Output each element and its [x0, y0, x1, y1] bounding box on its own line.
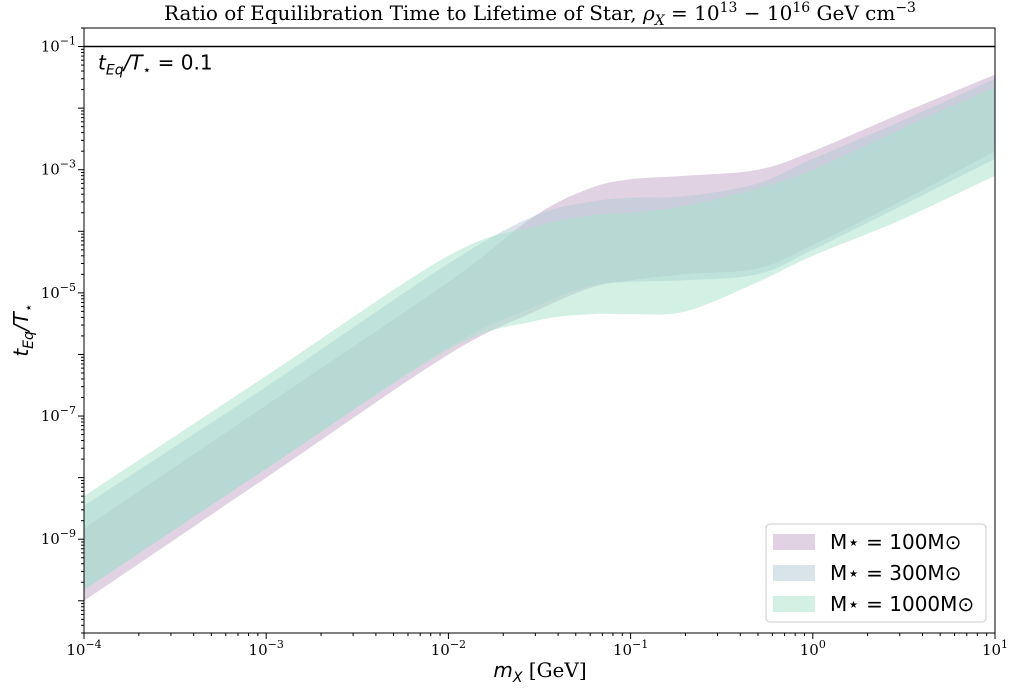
x-tick-label: 10−3 — [249, 638, 284, 659]
legend-label: M⋆ = 300M⊙ — [830, 561, 961, 585]
y-axis-ticks: 10−9 10−7 10−5 10−3 10−1 — [41, 27, 84, 634]
y-tick-label: 10−7 — [41, 404, 76, 425]
legend-swatch — [773, 565, 815, 581]
chart-title: Ratio of Equilibration Time to Lifetime … — [164, 0, 916, 29]
x-tick-label: 10−1 — [613, 638, 648, 659]
reference-line-label: tEq/T⋆ = 0.1 — [98, 51, 213, 79]
x-axis-ticks: 10−4 10−3 10−2 10−1 100 101 — [66, 633, 1008, 659]
y-axis-label: tEq/T⋆ — [9, 303, 37, 356]
y-tick-label: 10−1 — [41, 35, 76, 56]
y-tick-label: 10−5 — [41, 281, 76, 302]
x-tick-label: 100 — [800, 638, 826, 659]
plot-frame — [83, 27, 996, 634]
legend-swatch — [773, 596, 815, 612]
legend: M⋆ = 100M⊙ M⋆ = 300M⊙ M⋆ = 1000M⊙ — [765, 523, 987, 623]
x-axis-label: mX [GeV] — [493, 658, 586, 686]
legend-box — [765, 523, 987, 623]
legend-swatch — [773, 534, 815, 550]
x-tick-label: 101 — [982, 638, 1008, 659]
legend-label: M⋆ = 1000M⊙ — [830, 592, 974, 616]
x-tick-label: 10−2 — [431, 638, 466, 659]
band-series-3 — [84, 87, 995, 590]
series-bands — [84, 74, 995, 601]
y-tick-label: 10−3 — [41, 158, 76, 179]
y-tick-label: 10−9 — [41, 527, 76, 548]
x-tick-label: 10−4 — [66, 638, 101, 659]
legend-label: M⋆ = 100M⊙ — [830, 530, 961, 554]
